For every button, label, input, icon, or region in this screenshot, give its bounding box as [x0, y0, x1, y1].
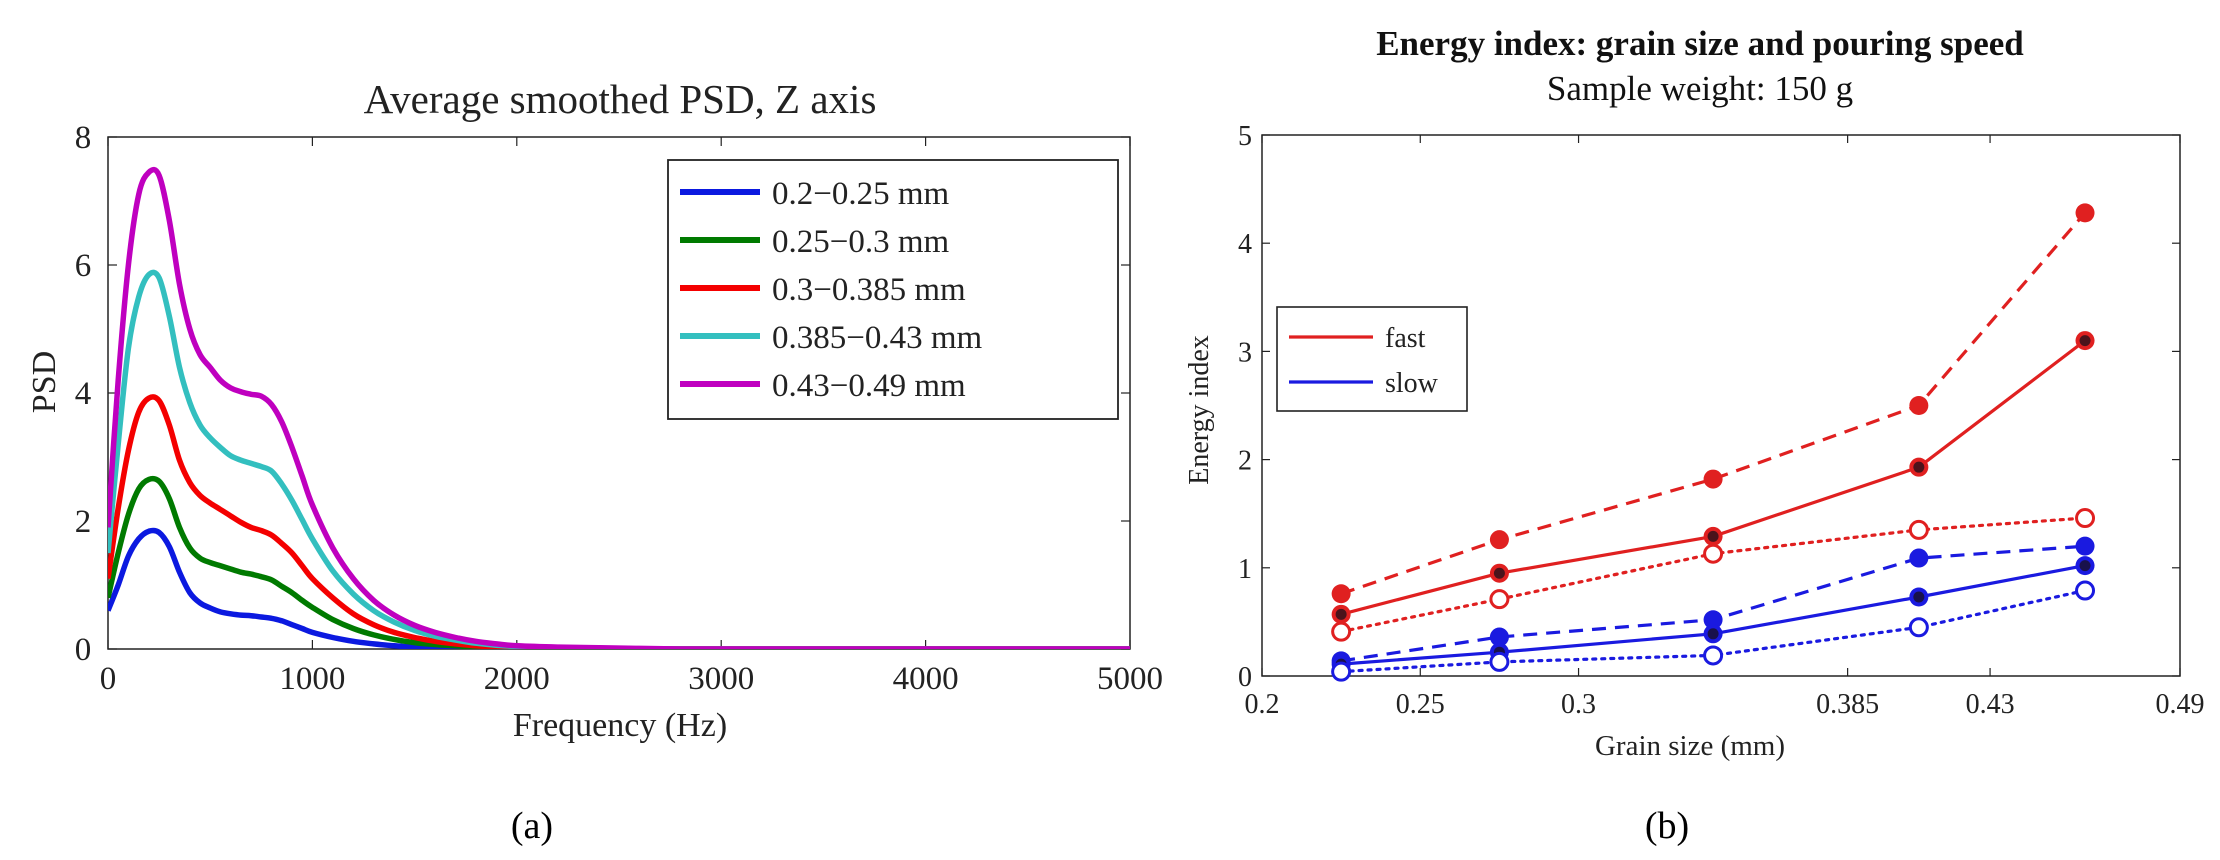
chart-a-xtick-label: 5000 [1097, 661, 1163, 697]
chart-a-ytick-label: 2 [75, 504, 92, 540]
chart-a-xtick-label: 3000 [688, 661, 754, 697]
chart-b-ytick-label: 2 [1238, 446, 1252, 477]
chart-b-marker [1703, 469, 1723, 489]
chart-b-ytick-label: 0 [1238, 662, 1252, 693]
chart-b-marker [1489, 651, 1510, 672]
chart-b-marker [2075, 536, 2095, 556]
chart-b-xtick-label: 0.49 [2156, 689, 2205, 720]
chart-b-caption: (b) [1645, 805, 1689, 847]
chart-b-ytick-label: 5 [1238, 121, 1252, 152]
chart-b-xlabel: Grain size (mm) [1595, 730, 1785, 762]
chart-b-marker-core [1335, 608, 1347, 620]
chart-b-xtick-label: 0.3 [1561, 689, 1596, 720]
chart-b-marker [1489, 530, 1509, 550]
chart-b-plot: 0.2 0.25 0.3 0.385 0.43 0.49 0 1 2 3 4 5 fast slow [1238, 121, 2205, 720]
chart-b-xtick-label: 0.2 [1245, 689, 1280, 720]
chart-a-xlabel: Frequency (Hz) [513, 707, 727, 744]
chart-b-marker [2075, 508, 2096, 529]
chart-b-legend-box [1276, 306, 1468, 412]
chart-b-marker [2075, 580, 2096, 601]
chart-a-series-line [108, 394, 1130, 649]
chart-a-ytick-label: 4 [75, 376, 92, 412]
chart-a-ytick-label: 6 [75, 248, 92, 284]
chart-a-series-line [108, 475, 1130, 649]
chart-b-ytick-label: 4 [1238, 229, 1252, 260]
chart-b-ytick-label: 1 [1238, 554, 1252, 585]
chart-b-legend-label: fast [1385, 323, 1426, 354]
chart-b-marker-core [1493, 567, 1505, 579]
chart-a-ytick-label: 0 [75, 632, 92, 668]
chart-a-legend-label: 0.25−0.3 mm [772, 224, 950, 260]
chart-b-series-line [1340, 211, 2087, 596]
chart-a-xtick-label: 0 [100, 661, 117, 697]
chart-b-legend-label: slow [1385, 368, 1439, 399]
chart-a-plot: 0 1000 2000 3000 4000 5000 0 2 4 6 8 0.2−0.25 mm 0.2… [75, 120, 1163, 697]
chart-b-marker [1331, 584, 1351, 604]
chart-a-xtick-label: 2000 [484, 661, 550, 697]
chart-b-marker [1703, 645, 1724, 666]
chart-b-marker [1909, 548, 1929, 568]
chart-b-marker [1331, 621, 1352, 642]
chart-a-legend-label: 0.2−0.25 mm [772, 176, 950, 212]
chart-a-series-line [108, 527, 1130, 649]
chart-b-marker-core [1707, 530, 1719, 542]
chart-b-marker [1908, 519, 1929, 540]
chart-b-xtick-label: 0.385 [1816, 689, 1879, 720]
chart-b-marker [1489, 589, 1510, 610]
chart-b-marker [2075, 203, 2095, 223]
chart-a-title: Average smoothed PSD, Z axis [364, 76, 877, 122]
chart-a-series-line [108, 166, 1130, 649]
chart-a-series-line [108, 269, 1130, 649]
chart-b-title: Energy index: grain size and pouring spe… [1376, 24, 2024, 63]
chart-a-xtick-label: 1000 [279, 661, 345, 697]
chart-b-xtick-label: 0.43 [1966, 689, 2015, 720]
chart-b-marker-core [1913, 591, 1925, 603]
chart-b-marker [1908, 617, 1929, 638]
chart-b-marker-core [2079, 335, 2091, 347]
chart-a-legend-label: 0.3−0.385 mm [772, 272, 966, 308]
chart-b-marker-core [2079, 560, 2091, 572]
chart-a-ylabel: PSD [26, 351, 63, 413]
chart-b-subtitle: Sample weight: 150 g [1547, 69, 1853, 108]
chart-b-marker [1489, 627, 1509, 647]
chart-a-caption: (a) [511, 805, 553, 847]
chart-a-legend-label: 0.385−0.43 mm [772, 320, 983, 356]
chart-b-marker [1909, 396, 1929, 415]
chart-b-marker [1703, 610, 1723, 630]
chart-b-xtick-label: 0.25 [1396, 689, 1445, 720]
chart-b-marker-core [1913, 461, 1925, 473]
chart-a-ytick-label: 8 [75, 120, 92, 156]
chart-b-marker-core [1707, 628, 1719, 640]
chart-b-frame [1261, 134, 2181, 677]
chart-a-xtick-label: 4000 [893, 661, 959, 697]
chart-b-marker [1331, 661, 1352, 682]
chart-b-ytick-label: 3 [1238, 337, 1252, 368]
chart-b-marker [1703, 543, 1724, 564]
chart-b-ylabel: Energy index [1184, 335, 1215, 485]
chart-a-legend-label: 0.43−0.49 mm [772, 368, 966, 404]
